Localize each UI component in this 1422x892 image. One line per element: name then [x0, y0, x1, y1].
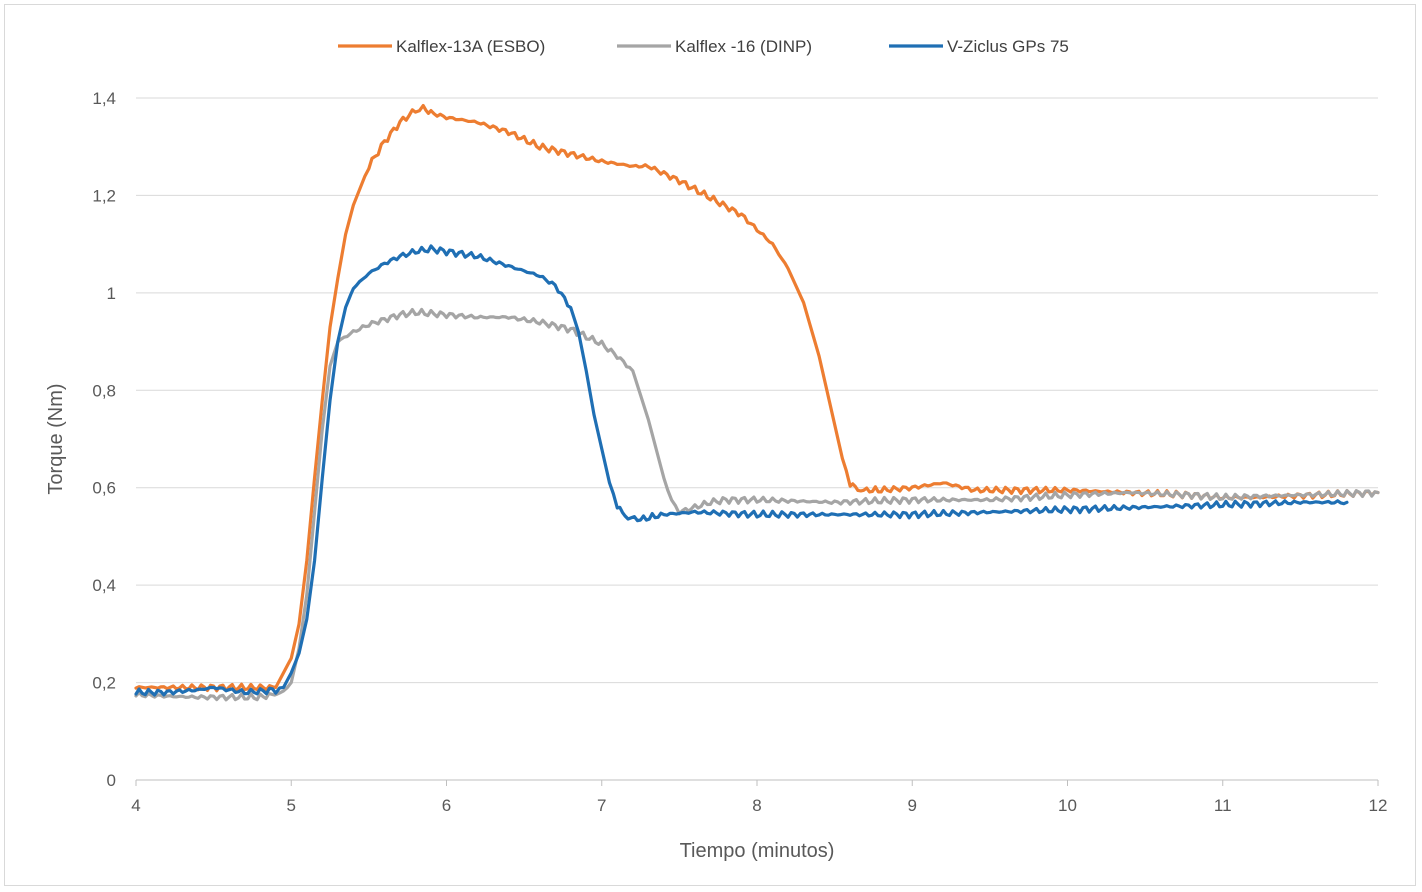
y-tick-label: 0,4 [92, 576, 116, 595]
legend-label: Kalflex -16 (DINP) [675, 37, 812, 56]
x-axis-title: Tiempo (minutos) [680, 840, 835, 862]
series-lines [134, 103, 1380, 702]
legend-label: V-Ziclus GPs 75 [947, 37, 1069, 56]
x-tick-label: 11 [1214, 796, 1232, 815]
x-tick-label: 6 [442, 796, 451, 815]
y-tick-label: 0,2 [92, 674, 116, 693]
line-chart: 0 0,2 0,4 0,6 0,8 1 1,2 1,4 4 5 6 7 8 9 10 11 12 Kalflex… [45, 37, 1387, 862]
y-tick-label: 0,8 [92, 381, 116, 400]
y-tick-label: 1,4 [92, 89, 116, 108]
x-tick-label: 9 [908, 796, 917, 815]
legend: Kalflex-13A (ESBO) Kalflex -16 (DINP) V-Zi… [338, 37, 1069, 56]
x-tick-label: 5 [287, 796, 296, 815]
y-tick-label: 1 [107, 284, 116, 303]
series-line-2 [134, 307, 1380, 702]
x-tick-label: 12 [1369, 796, 1388, 815]
gridlines [136, 97, 1378, 684]
series-line-3 [134, 244, 1349, 697]
x-tick-label: 8 [752, 796, 761, 815]
y-tick-label: 0,6 [92, 479, 116, 498]
chart-frame: 0 0,2 0,4 0,6 0,8 1 1,2 1,4 4 5 6 7 8 9 10 11 12 Kalflex… [4, 4, 1416, 886]
y-tick-label: 0 [107, 771, 116, 790]
y-tick-label: 1,2 [92, 186, 116, 205]
legend-label: Kalflex-13A (ESBO) [396, 37, 545, 56]
x-tick-label: 10 [1058, 796, 1077, 815]
x-tick-label: 4 [131, 796, 140, 815]
axes: 0 0,2 0,4 0,6 0,8 1 1,2 1,4 4 5 6 7 8 9 10 11 12 [92, 89, 1387, 815]
series-line-1 [134, 103, 1380, 693]
y-axis-title: Torque (Nm) [45, 383, 67, 494]
x-tick-label: 7 [597, 796, 606, 815]
